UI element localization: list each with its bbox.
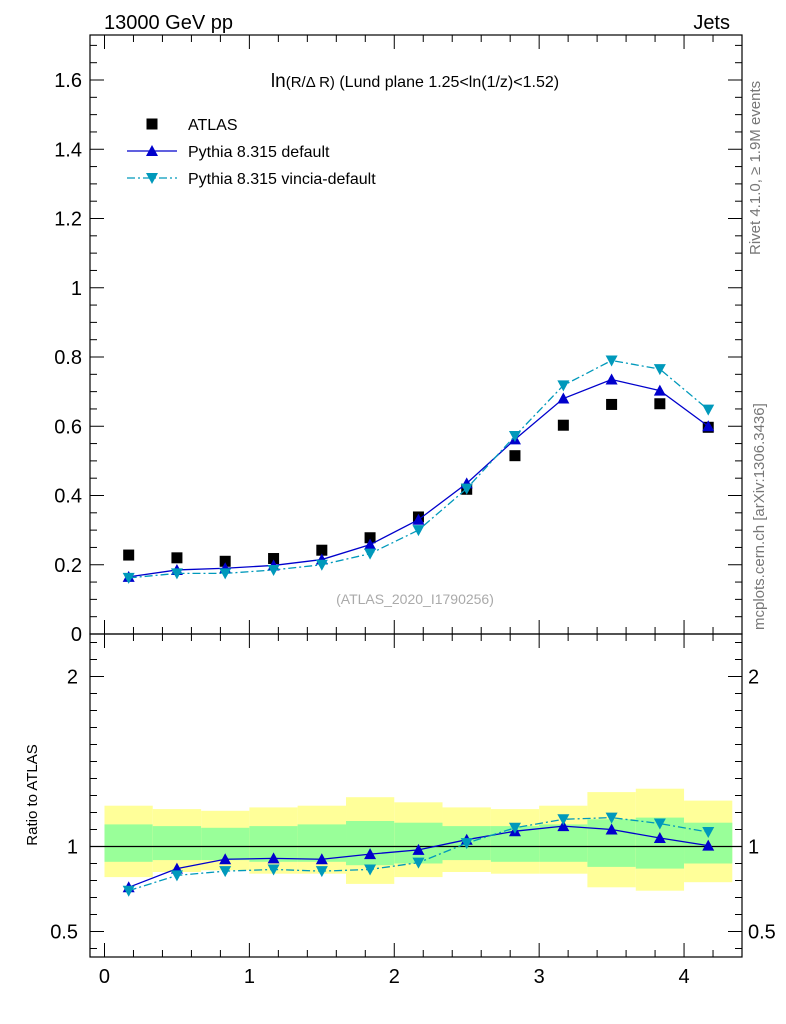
analysis-watermark: (ATLAS_2020_I1790256) bbox=[336, 591, 494, 607]
main-point-pythia-default bbox=[364, 538, 377, 550]
ratio-ytick-label-right: 0.5 bbox=[748, 922, 776, 944]
ratio-point-pythia-default bbox=[219, 853, 232, 865]
xtick-label: 1 bbox=[244, 966, 255, 988]
ratio-point-pythia-vincia bbox=[460, 838, 473, 850]
main-point-pythia-default bbox=[653, 384, 666, 396]
legend-marker-pythia-default bbox=[146, 145, 158, 156]
main-point-pythia-vincia bbox=[460, 483, 473, 495]
xtick-label: 4 bbox=[678, 966, 689, 988]
header-energy-label: 13000 GeV pp bbox=[104, 12, 233, 34]
ratio-point-pythia-vincia bbox=[267, 864, 280, 876]
ratio-point-pythia-vincia bbox=[557, 814, 570, 826]
main-line-pythia-default bbox=[128, 378, 709, 578]
main-point-pythia-vincia bbox=[702, 404, 715, 416]
main-point-pythia-vincia bbox=[122, 572, 135, 584]
ratio-panel: 0.5 0.5 1 1 2 2 Ratio to ATLAS 0 1 2 3 4 bbox=[24, 633, 776, 988]
main-ytick-label: 0 bbox=[71, 624, 82, 646]
main-point-pythia-vincia bbox=[653, 364, 666, 376]
main-point-pythia-vincia bbox=[605, 355, 618, 367]
ratio-point-pythia-vincia bbox=[653, 818, 666, 830]
main-point-atlas bbox=[316, 544, 328, 556]
ratio-point-pythia-default bbox=[315, 853, 328, 865]
ratio-point-pythia-default bbox=[605, 823, 618, 835]
main-ytick-label: 1.2 bbox=[54, 209, 82, 231]
ratio-point-pythia-default bbox=[412, 843, 425, 855]
ratio-point-pythia-vincia bbox=[170, 870, 183, 882]
chart-title: ln(R/Δ R) (Lund plane 1.25<ln(1/z)<1.52) bbox=[271, 71, 559, 92]
main-ytick-label: 1.4 bbox=[54, 139, 82, 161]
main-ytick-label: 0.4 bbox=[54, 486, 82, 508]
main-point-pythia-vincia bbox=[170, 568, 183, 580]
ratio-ytick-label: 2 bbox=[67, 667, 78, 689]
ratio-point-pythia-default bbox=[702, 839, 715, 851]
ratio-ytick-label-right: 1 bbox=[748, 837, 759, 859]
main-point-pythia-vincia bbox=[412, 525, 425, 537]
main-point-atlas bbox=[123, 549, 135, 561]
main-point-pythia-vincia bbox=[219, 568, 232, 580]
main-ytick-label: 0.8 bbox=[54, 347, 82, 369]
ratio-point-pythia-default bbox=[267, 852, 280, 864]
main-point-atlas bbox=[268, 553, 280, 565]
header-process-label: Jets bbox=[693, 12, 730, 34]
xtick-label: 0 bbox=[99, 966, 110, 988]
ratio-point-pythia-vincia bbox=[364, 864, 377, 876]
main-point-atlas bbox=[557, 419, 569, 431]
main-point-atlas bbox=[606, 398, 618, 410]
main-point-atlas bbox=[171, 552, 183, 564]
main-point-atlas bbox=[219, 555, 231, 567]
ratio-point-pythia-default bbox=[364, 848, 377, 860]
rivet-version-label: Rivet 4.1.0, ≥ 1.9M events bbox=[747, 81, 764, 255]
main-point-pythia-default bbox=[412, 513, 425, 525]
main-point-pythia-default bbox=[702, 420, 715, 432]
ratio-point-pythia-vincia bbox=[702, 827, 715, 839]
main-ytick-label: 0.6 bbox=[54, 416, 82, 438]
main-point-pythia-vincia bbox=[267, 564, 280, 576]
main-point-pythia-default bbox=[557, 392, 570, 404]
main-ytick-label: 1 bbox=[71, 278, 82, 300]
legend-label-pythia-vincia: Pythia 8.315 vincia-default bbox=[188, 171, 376, 188]
legend-marker-atlas bbox=[146, 118, 158, 130]
main-point-pythia-vincia bbox=[557, 380, 570, 392]
ratio-band-inner bbox=[152, 826, 202, 861]
legend-label-atlas: ATLAS bbox=[188, 117, 238, 134]
main-ytick-label: 0.2 bbox=[54, 555, 82, 577]
main-point-pythia-vincia bbox=[508, 430, 521, 442]
chart-title-suffix: (Lund plane 1.25<ln(1/z)<1.52) bbox=[335, 74, 559, 91]
main-point-pythia-vincia bbox=[315, 559, 328, 571]
main-point-pythia-default bbox=[605, 373, 618, 385]
chart-title-argument: (R/Δ R) bbox=[286, 74, 335, 91]
ratio-point-pythia-default bbox=[557, 820, 570, 832]
ratio-point-pythia-vincia bbox=[219, 866, 232, 878]
main-point-pythia-vincia bbox=[364, 548, 377, 560]
ratio-ytick-label-right: 2 bbox=[748, 667, 759, 689]
main-ytick-label: 1.6 bbox=[54, 70, 82, 92]
ratio-point-pythia-vincia bbox=[412, 857, 425, 869]
ratio-point-pythia-vincia bbox=[122, 885, 135, 897]
mcplots-label: mcplots.cern.ch [arXiv:1306.3436] bbox=[751, 403, 768, 630]
xtick-label: 3 bbox=[534, 966, 545, 988]
ratio-ylabel: Ratio to ATLAS bbox=[24, 744, 41, 845]
ratio-band-inner bbox=[394, 822, 443, 864]
main-panel: 0 0.2 0.4 0.6 0.8 1 1.2 1.4 1.6 ln(R/Δ R) (Lund p… bbox=[54, 34, 743, 646]
ratio-point-pythia-default bbox=[653, 832, 666, 843]
ratio-ytick-label: 1 bbox=[67, 837, 78, 859]
legend-label-pythia-default: Pythia 8.315 default bbox=[188, 144, 330, 161]
main-point-atlas bbox=[509, 450, 521, 462]
ratio-ytick-label: 0.5 bbox=[50, 922, 78, 944]
ratio-point-pythia-vincia bbox=[508, 822, 521, 834]
xtick-label: 2 bbox=[389, 966, 400, 988]
main-line-pythia-vincia bbox=[128, 359, 709, 579]
main-point-atlas bbox=[654, 398, 666, 410]
ratio-point-pythia-vincia bbox=[605, 812, 618, 824]
ratio-band-inner bbox=[104, 824, 153, 862]
chart-title-prefix: ln bbox=[271, 71, 286, 92]
main-point-atlas bbox=[364, 532, 376, 544]
legend-marker-pythia-vincia bbox=[146, 173, 158, 184]
ratio-point-pythia-vincia bbox=[315, 866, 328, 878]
